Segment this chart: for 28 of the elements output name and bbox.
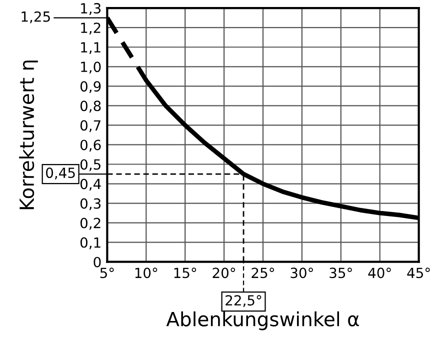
x-tick-label: 30° (290, 268, 313, 278)
x-tick-label: 5° (100, 268, 114, 278)
y-tick-label: 0,2 (80, 218, 100, 230)
y-tick-label: 1,0 (81, 62, 101, 74)
x-tick-label: 45° (407, 268, 430, 278)
x-tick-label: 35° (330, 268, 352, 278)
y-tick-label: 0 (94, 256, 101, 268)
x-tick-label: 15° (174, 268, 196, 278)
y-tick-label: 0,7 (80, 120, 100, 132)
y-tick-label: 1,3 (81, 3, 101, 15)
y-tick-label: 1,1 (81, 42, 100, 54)
y-tick-label: 0,3 (80, 198, 101, 210)
y-tick-label: 0,8 (80, 100, 101, 113)
x-tick-label: 10° (135, 268, 158, 278)
y-axis-title: Korrekturwert η (19, 60, 38, 210)
y-tick-label: 0,1 (80, 237, 100, 250)
y-tick-label: 0,6 (80, 140, 101, 152)
ref-line-label: 1,25 (22, 11, 50, 24)
x-axis-title: Ablenkungswinkel α (166, 311, 359, 330)
y-tick-label: 0,9 (80, 81, 101, 94)
x-tick-label: 25° (252, 268, 274, 278)
y-tick-label: 1,2 (81, 22, 100, 34)
ref-line-label: 0,45 (46, 168, 75, 180)
y-tick-label: 0,5 (80, 159, 100, 172)
y-tick-label: 0,4 (80, 178, 101, 191)
x-tick-label: 20° (212, 268, 236, 278)
x-tick-label: 40° (368, 268, 391, 278)
ref-line-label: 22,5° (226, 295, 262, 308)
